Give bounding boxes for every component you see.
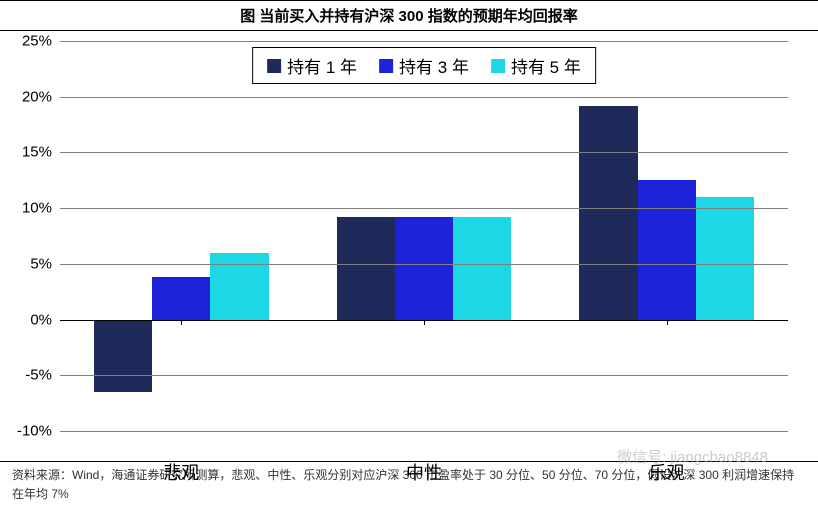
legend-item: 持有 5 年 bbox=[491, 53, 581, 78]
legend-swatch bbox=[267, 59, 281, 73]
bar bbox=[579, 106, 637, 320]
bar bbox=[453, 217, 511, 320]
y-tick-label: 25% bbox=[22, 33, 52, 50]
bar bbox=[638, 180, 696, 319]
legend-label: 持有 5 年 bbox=[511, 53, 581, 78]
bar bbox=[210, 253, 268, 320]
y-tick-label: 10% bbox=[22, 200, 52, 217]
y-tick-label: 15% bbox=[22, 144, 52, 161]
watermark: 微信号: jiangchao8848 bbox=[617, 446, 768, 467]
chart-title: 图 当前买入并持有沪深 300 指数的预期年均回报率 bbox=[0, 0, 818, 31]
plot-region: 持有 1 年持有 3 年持有 5 年 -10%-5%0%5%10%15%20%2… bbox=[60, 41, 788, 431]
gridline bbox=[60, 97, 788, 98]
chart-area: 持有 1 年 持有 3 年 持有 5 年 -10% -5% 0% 5% 10% 15% 20% 2… bbox=[0, 31, 818, 461]
bar bbox=[337, 217, 395, 320]
y-tick-label: 5% bbox=[30, 255, 52, 272]
bar bbox=[152, 277, 210, 319]
gridline bbox=[60, 264, 788, 265]
y-tick-label: 0% bbox=[30, 311, 52, 328]
gridline bbox=[60, 431, 788, 432]
bars-container bbox=[60, 41, 788, 431]
legend-swatch bbox=[379, 59, 393, 73]
x-category-label: 悲观 bbox=[163, 459, 199, 485]
gridline bbox=[60, 41, 788, 42]
legend-label: 持有 3 年 bbox=[399, 53, 469, 78]
x-tick bbox=[181, 320, 182, 325]
y-axis: -10%-5%0%5%10%15%20%25% bbox=[10, 41, 60, 431]
legend-item: 持有 3 年 bbox=[379, 53, 469, 78]
legend: 持有 1 年 持有 3 年 持有 5 年 bbox=[252, 47, 596, 84]
x-tick bbox=[424, 320, 425, 325]
legend-item: 持有 1 年 bbox=[267, 53, 357, 78]
x-category-label: 中性 bbox=[406, 459, 442, 485]
gridline bbox=[60, 152, 788, 153]
bar bbox=[395, 217, 453, 320]
y-tick-label: -5% bbox=[25, 367, 52, 384]
gridline bbox=[60, 208, 788, 209]
chart-container: 图 当前买入并持有沪深 300 指数的预期年均回报率 持有 1 年持有 3 年持… bbox=[0, 0, 818, 519]
y-tick-label: 20% bbox=[22, 88, 52, 105]
legend-swatch bbox=[491, 59, 505, 73]
y-tick-label: -10% bbox=[17, 423, 52, 440]
bar bbox=[696, 197, 754, 320]
gridline bbox=[60, 375, 788, 376]
legend-label: 持有 1 年 bbox=[287, 53, 357, 78]
x-tick bbox=[667, 320, 668, 325]
bar bbox=[94, 320, 152, 392]
